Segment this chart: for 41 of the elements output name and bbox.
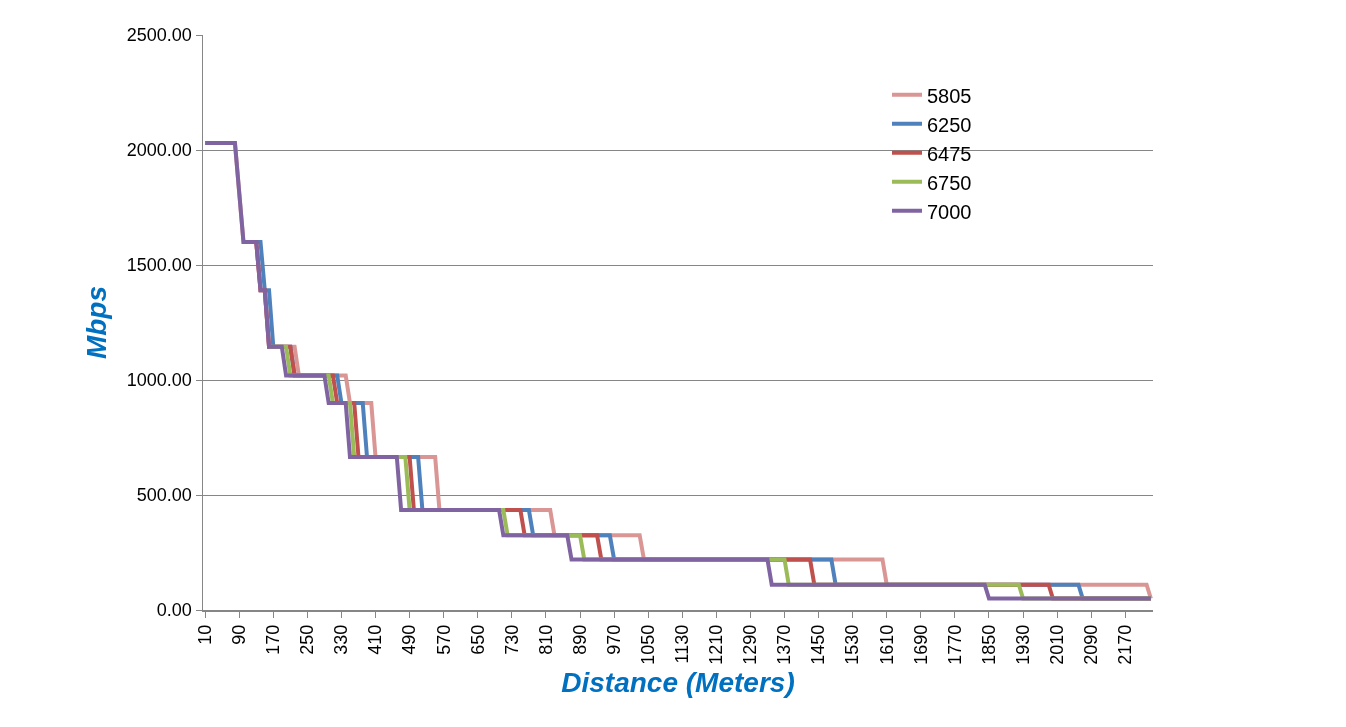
x-tick-label: 1210 (706, 624, 727, 665)
y-tick-label: 1000.00 (126, 370, 192, 391)
legend-label: 7000 (927, 200, 972, 223)
x-tick-label: 1290 (740, 624, 761, 665)
x-tick-label: 170 (263, 624, 284, 655)
x-tick-label: 1130 (672, 624, 693, 664)
x-tick-label: 2090 (1081, 624, 1102, 665)
x-tick-label: 730 (501, 624, 522, 655)
x-tick-label: 1370 (774, 624, 795, 665)
x-tick-label: 650 (467, 624, 488, 655)
x-tick-label: 2010 (1047, 624, 1067, 665)
y-axis-title: Mbps (80, 285, 112, 360)
x-tick-label: 1770 (944, 624, 965, 665)
y-tick-label: 1500.00 (126, 255, 192, 276)
x-tick-label: 970 (603, 624, 624, 655)
y-tick-label: 0.00 (156, 600, 192, 621)
x-tick-label: 90 (229, 624, 250, 645)
x-tick-label: 570 (433, 624, 454, 655)
x-tick-label: 1050 (638, 624, 659, 665)
x-axis-title: Distance (Meters) (561, 666, 795, 698)
x-tick-label: 1690 (910, 624, 931, 665)
legend-label: 6250 (927, 113, 972, 136)
legend-label: 6750 (927, 171, 972, 194)
x-tick-label: 890 (569, 624, 590, 655)
x-tick-label: 2170 (1115, 624, 1136, 665)
x-tick-label: 1850 (978, 624, 999, 665)
y-tick-label: 500.00 (136, 485, 192, 506)
y-tick-label: 2000.00 (126, 140, 192, 161)
x-tick-label: 1610 (876, 624, 897, 665)
legend-label: 6475 (927, 142, 972, 165)
y-tick-label: 2500.00 (126, 25, 192, 46)
x-tick-label: 490 (399, 624, 420, 655)
x-tick-label: 330 (331, 624, 352, 655)
x-tick-label: 410 (365, 624, 386, 655)
x-tick-label: 810 (535, 624, 556, 655)
legend-label: 5805 (927, 84, 972, 107)
x-tick-label: 1930 (1012, 624, 1033, 665)
x-tick-label: 1530 (842, 624, 863, 665)
x-tick-label: 10 (194, 624, 215, 645)
x-tick-label: 1450 (808, 624, 829, 665)
x-tick-label: 250 (297, 624, 318, 655)
